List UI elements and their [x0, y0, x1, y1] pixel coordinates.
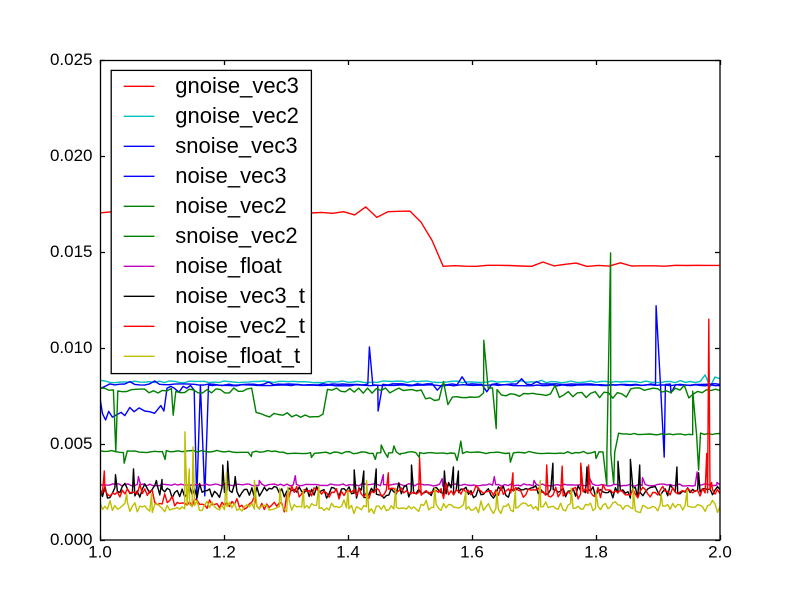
svg-text:1.6: 1.6: [460, 543, 484, 562]
svg-text:noise_vec2_t: noise_vec2_t: [175, 313, 305, 338]
svg-text:1.2: 1.2: [212, 543, 236, 562]
svg-text:1.0: 1.0: [88, 543, 112, 562]
svg-text:noise_float: noise_float: [175, 253, 281, 278]
svg-text:gnoise_vec3: gnoise_vec3: [175, 73, 299, 98]
svg-text:0.005: 0.005: [50, 434, 93, 453]
svg-text:noise_vec2: noise_vec2: [175, 193, 286, 218]
svg-text:0.010: 0.010: [50, 338, 93, 357]
svg-text:noise_vec3_t: noise_vec3_t: [175, 283, 305, 308]
svg-text:gnoise_vec2: gnoise_vec2: [175, 103, 299, 128]
svg-text:noise_float_t: noise_float_t: [175, 343, 300, 368]
svg-text:0.015: 0.015: [50, 242, 93, 261]
svg-text:snoise_vec2: snoise_vec2: [175, 223, 297, 248]
svg-text:noise_vec3: noise_vec3: [175, 163, 286, 188]
svg-text:0.000: 0.000: [50, 530, 93, 549]
svg-text:1.8: 1.8: [584, 543, 608, 562]
svg-text:0.025: 0.025: [50, 50, 93, 69]
svg-text:1.4: 1.4: [336, 543, 360, 562]
svg-text:0.020: 0.020: [50, 146, 93, 165]
svg-text:snoise_vec3: snoise_vec3: [175, 133, 297, 158]
svg-text:2.0: 2.0: [708, 543, 732, 562]
